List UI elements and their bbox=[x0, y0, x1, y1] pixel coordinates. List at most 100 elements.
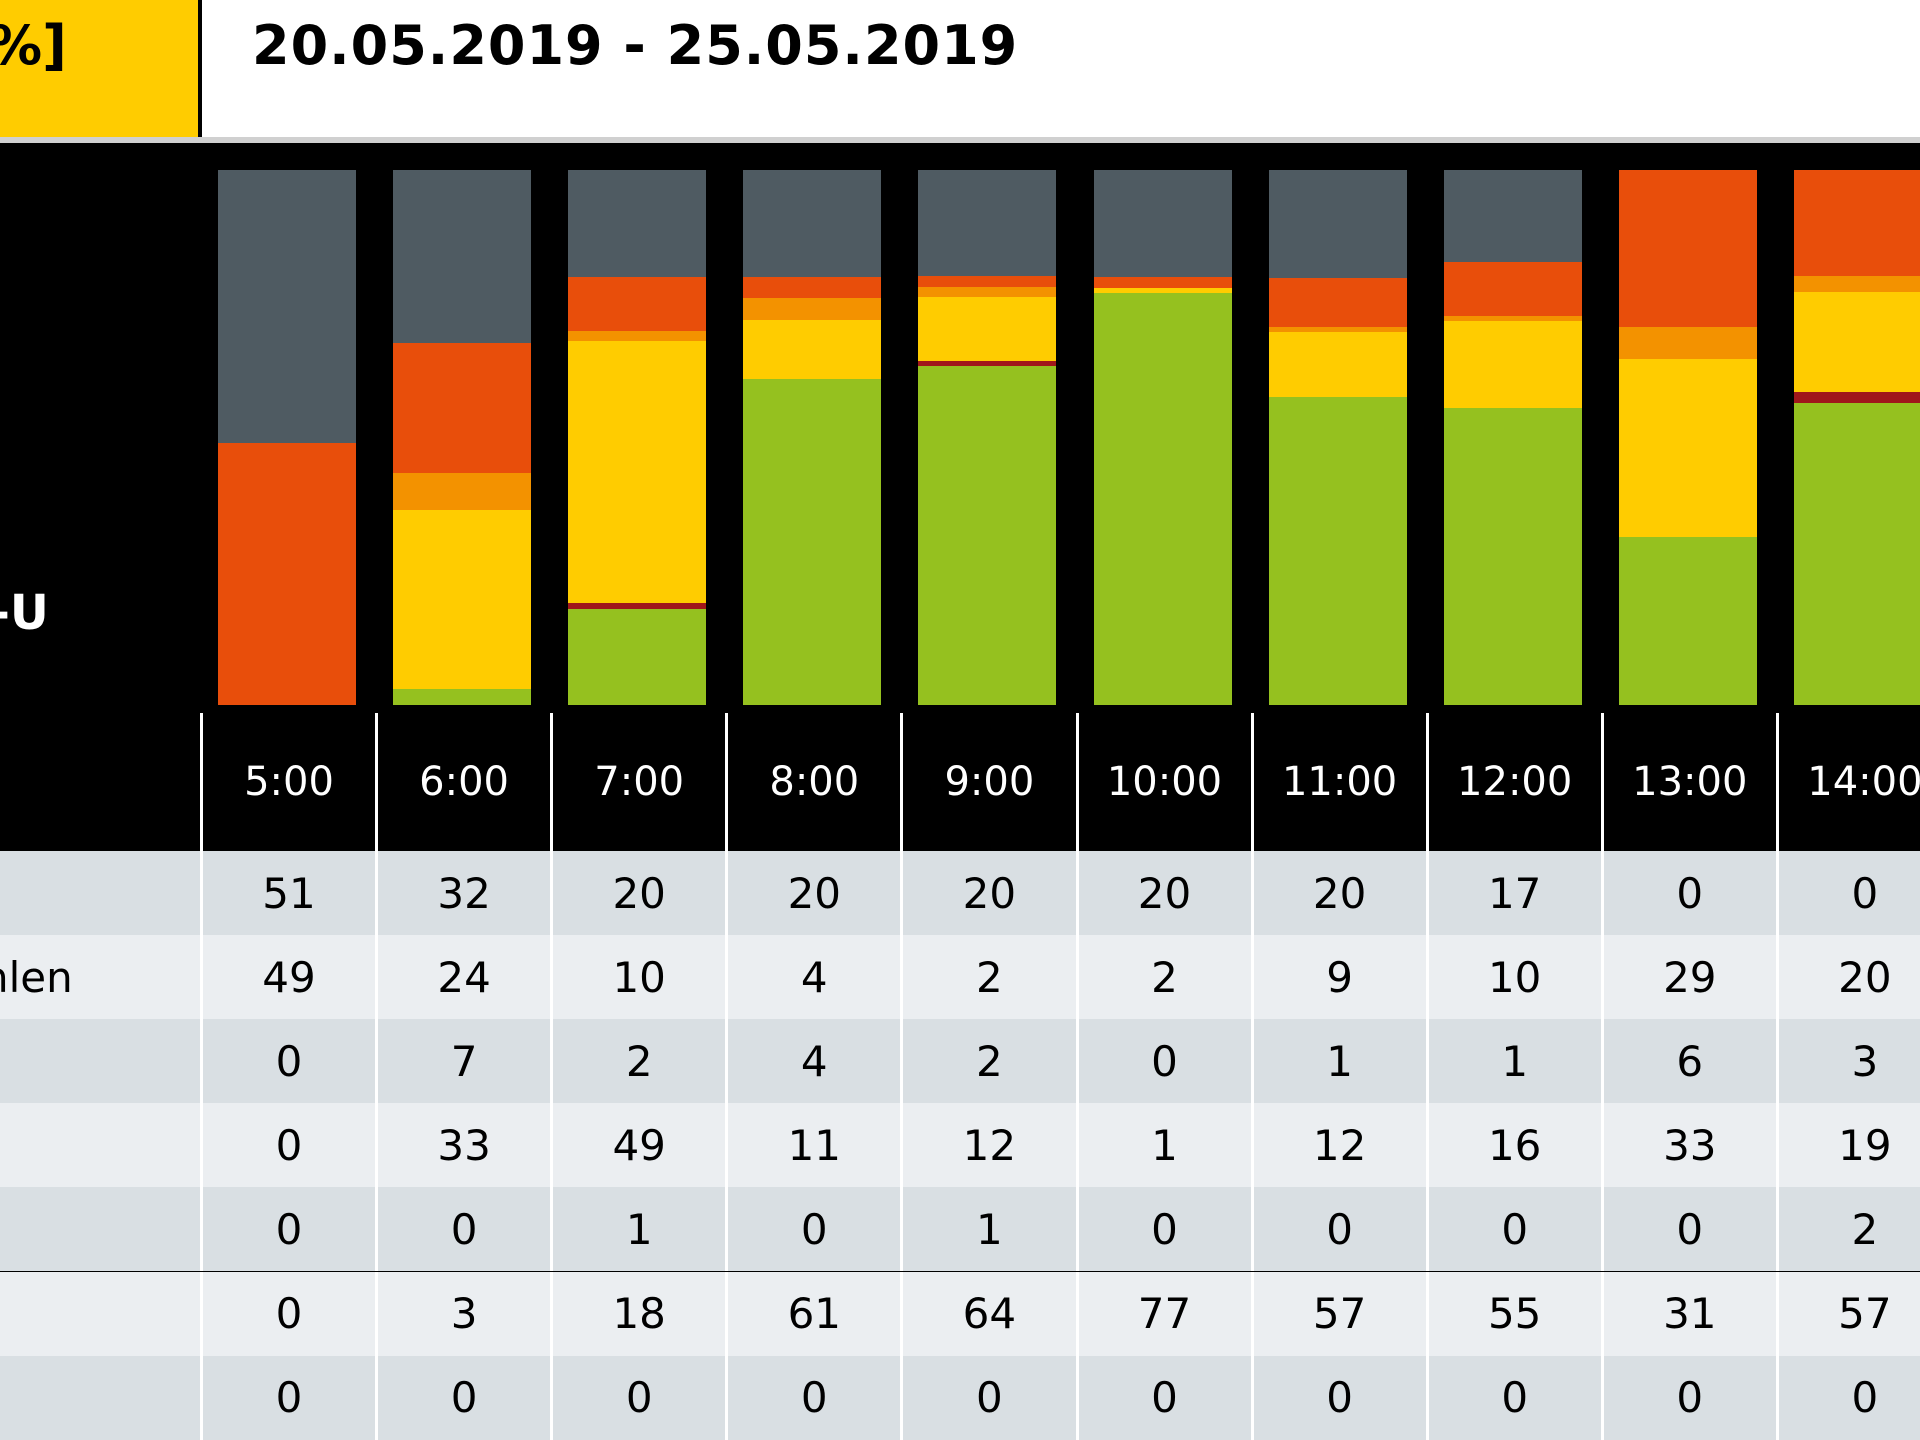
table-cell: 0 bbox=[1250, 1187, 1426, 1272]
row-label: hlen bbox=[0, 952, 73, 1002]
table-cell: 17 bbox=[1425, 851, 1601, 935]
table-cell: 57 bbox=[1250, 1271, 1426, 1356]
bar-segment bbox=[1618, 170, 1757, 327]
unit-label: %] bbox=[0, 14, 67, 77]
bar-segment bbox=[743, 378, 882, 705]
table-cell: 0 bbox=[375, 1187, 550, 1272]
table-cell: 0 bbox=[1600, 1355, 1776, 1440]
table-cell: 4 bbox=[725, 1019, 900, 1104]
table-row: hlen4924104229102920 bbox=[0, 935, 1920, 1020]
table-cell: 20 bbox=[1775, 935, 1920, 1020]
table-cell: 19 bbox=[1775, 1103, 1920, 1188]
header-divider bbox=[0, 137, 1920, 143]
bar-5:00 bbox=[218, 170, 356, 705]
bar-segment bbox=[743, 298, 882, 320]
bar-7:00 bbox=[568, 170, 707, 705]
bar-segment bbox=[393, 688, 532, 705]
bar-segment bbox=[918, 360, 1057, 366]
bar-segment bbox=[743, 277, 882, 299]
bar-segment bbox=[743, 319, 882, 379]
table-cell: 32 bbox=[375, 851, 550, 935]
bar-11:00 bbox=[1268, 170, 1407, 705]
bar-segment bbox=[743, 170, 882, 277]
table-row: 0 3 18 61 64 77 57 55 31 57 bbox=[0, 1271, 1920, 1356]
table-cell: 0 bbox=[550, 1355, 725, 1440]
table-cell: 29 bbox=[1600, 935, 1776, 1020]
table-cell: 0 bbox=[200, 1271, 375, 1356]
table-cell: 1 bbox=[1425, 1019, 1601, 1104]
table-cell: 61 bbox=[725, 1271, 900, 1356]
table-cell: 0 bbox=[200, 1355, 375, 1440]
unit-header: %] bbox=[0, 0, 198, 137]
bar-segment bbox=[393, 472, 532, 511]
x-tick-label: 12:00 bbox=[1425, 713, 1601, 851]
table-row: 51 32 20 20 20 20 20 17 0 0 bbox=[0, 851, 1920, 935]
bar-segment bbox=[1268, 396, 1407, 705]
bar-segment bbox=[1093, 170, 1232, 277]
table-cell: 1 bbox=[1250, 1019, 1426, 1104]
table-cell: 0 bbox=[900, 1355, 1075, 1440]
x-tick-label: 11:00 bbox=[1250, 713, 1426, 851]
bar-12:00 bbox=[1443, 170, 1582, 705]
table-cell: 0 bbox=[200, 1019, 375, 1104]
x-tick-label: 9:00 bbox=[900, 713, 1075, 851]
x-tick-label: 6:00 bbox=[375, 713, 550, 851]
bar-segment bbox=[1618, 326, 1757, 360]
bar-segment bbox=[1268, 278, 1407, 327]
table-cell: 1 bbox=[900, 1187, 1075, 1272]
table-cell: 2 bbox=[900, 1019, 1075, 1104]
bar-segment bbox=[218, 170, 356, 443]
table-cell: 12 bbox=[1250, 1103, 1426, 1188]
bar-segment bbox=[1793, 170, 1920, 276]
x-tick-label: 10:00 bbox=[1075, 713, 1251, 851]
table-cell: 0 bbox=[1250, 1355, 1426, 1440]
table-cell: 2 bbox=[550, 1019, 725, 1104]
bar-segment bbox=[1443, 170, 1582, 262]
bar-6:00 bbox=[393, 170, 532, 705]
bar-segment bbox=[393, 510, 532, 689]
table-cell: 0 bbox=[375, 1355, 550, 1440]
bar-segment bbox=[568, 330, 707, 342]
bar-segment bbox=[1268, 326, 1407, 333]
table-cell: 51 bbox=[200, 851, 375, 935]
bar-segment bbox=[1443, 321, 1582, 408]
table-cell: 49 bbox=[550, 1103, 725, 1188]
table-cell: 1 bbox=[1075, 1103, 1251, 1188]
table-cell: 33 bbox=[1600, 1103, 1776, 1188]
bar-8:00 bbox=[743, 170, 882, 705]
table-cell: 2 bbox=[1775, 1187, 1920, 1272]
bar-segment bbox=[1268, 170, 1407, 279]
table-cell: 18 bbox=[550, 1271, 725, 1356]
table-cell: 77 bbox=[1075, 1271, 1251, 1356]
table-cell: 11 bbox=[725, 1103, 900, 1188]
bar-segment bbox=[1443, 261, 1582, 316]
table-cell: 0 bbox=[725, 1187, 900, 1272]
table-cell: 7 bbox=[375, 1019, 550, 1104]
table-cell: 0 bbox=[725, 1355, 900, 1440]
chart-side-label: -U bbox=[0, 585, 49, 641]
bar-segment bbox=[568, 170, 707, 277]
table-cell: 55 bbox=[1425, 1271, 1601, 1356]
table-cell: 20 bbox=[900, 851, 1075, 935]
table-cell: 9 bbox=[1250, 935, 1426, 1020]
table-row: 0 33 49 11 12 1 12 16 33 19 bbox=[0, 1103, 1920, 1188]
date-header: 20.05.2019 - 25.05.2019 bbox=[202, 0, 1920, 137]
table-cell: 4 bbox=[725, 935, 900, 1020]
bar-13:00 bbox=[1618, 170, 1757, 705]
bar-segment bbox=[1093, 293, 1232, 705]
bar-segment bbox=[918, 286, 1057, 298]
x-tick-label: 8:00 bbox=[725, 713, 900, 851]
table-cell: 0 bbox=[1775, 851, 1920, 935]
table-cell: 3 bbox=[1775, 1019, 1920, 1104]
table-cell: 1 bbox=[550, 1187, 725, 1272]
table-cell: 12 bbox=[900, 1103, 1075, 1188]
table-cell: 0 bbox=[1775, 1355, 1920, 1440]
table-cell: 0 bbox=[1425, 1187, 1601, 1272]
table-cell: 16 bbox=[1425, 1103, 1601, 1188]
table-cell: 20 bbox=[1250, 851, 1426, 935]
x-tick-label: 7:00 bbox=[550, 713, 725, 851]
table-cell: 31 bbox=[1600, 1271, 1776, 1356]
